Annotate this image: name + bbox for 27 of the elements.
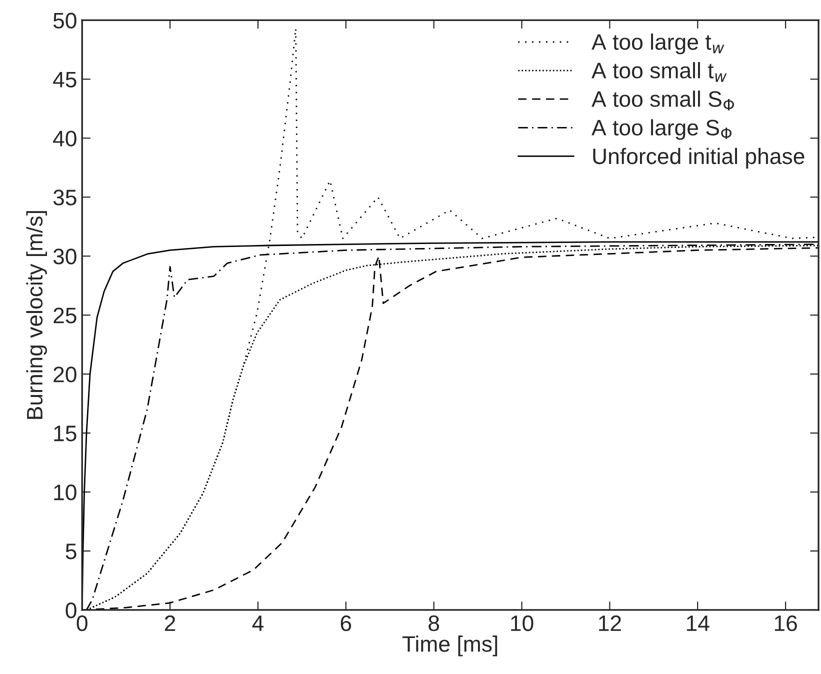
y-tick-label: 5 (66, 544, 76, 560)
y-tick-label: 0 (66, 602, 76, 618)
y-tick-label: 40 (53, 130, 76, 146)
x-tick-label: 8 (428, 615, 440, 632)
legend-label: A too large t$_{w}$ (592, 34, 724, 54)
x-axis-title: Time [ms] (402, 636, 498, 656)
y-tick-label: 10 (54, 484, 76, 500)
legend-label: A too small t$_{w}$ (592, 62, 727, 82)
x-tick-label: 4 (252, 616, 264, 631)
y-tick-label: 25 (54, 308, 76, 324)
y-tick-label: 35 (53, 190, 76, 206)
x-tick-label: 6 (340, 615, 352, 632)
x-tick-label: 12 (599, 615, 621, 631)
y-tick-label: 45 (53, 72, 76, 88)
x-tick-label: 0 (76, 615, 88, 632)
x-tick-label: 2 (164, 615, 176, 631)
legend-label: A too large S$_{Φ}$ (592, 119, 732, 140)
y-tick-label: 30 (53, 248, 76, 264)
x-tick-label: 10 (511, 615, 534, 632)
y-tick-label: 20 (54, 366, 76, 382)
y-tick-label: 50 (53, 12, 76, 28)
x-tick-label: 16 (774, 615, 797, 632)
legend-label: A too small S$_{Φ}$ (592, 90, 734, 110)
legend-label: Unforced initial phase (593, 148, 804, 169)
x-tick-label: 14 (686, 616, 710, 631)
y-axis-title: Burning velocity [m/s] (26, 211, 47, 419)
y-tick-label: 15 (54, 426, 76, 442)
